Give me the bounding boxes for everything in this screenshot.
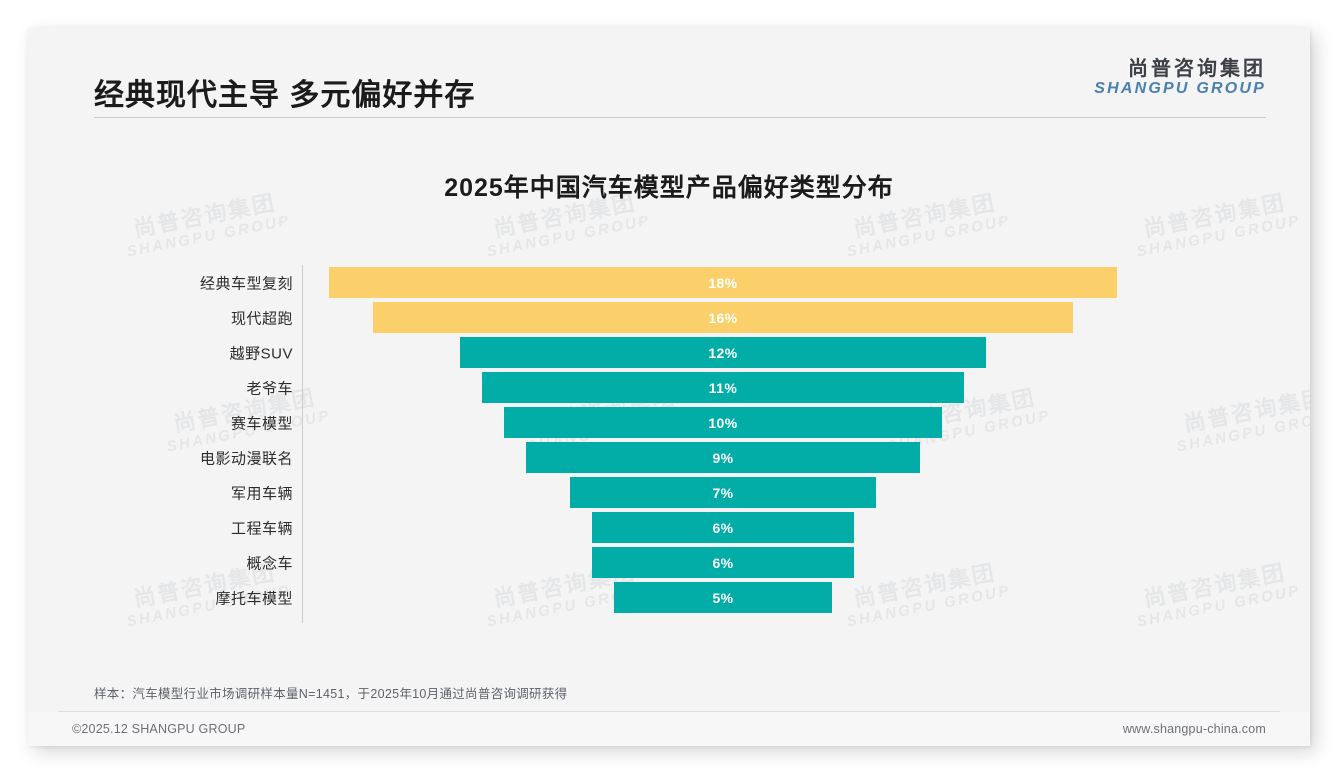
chart-rows: 经典车型复刻 18% 现代超跑 16% 越野SUV 12% 老爷车 11% 赛车模型 10% 电影动… — [28, 265, 1310, 615]
logo-english-text: SHANGPU GROUP — [1094, 80, 1266, 98]
chart-bar[interactable]: 10% — [504, 407, 942, 438]
bar-track: 5% — [302, 580, 1310, 615]
footer-copyright: ©2025.12 SHANGPU GROUP — [72, 722, 246, 736]
bar-track: 16% — [302, 300, 1310, 335]
category-label: 老爷车 — [246, 380, 293, 397]
bar-value-label: 11% — [708, 379, 738, 396]
chart-row: 工程车辆 6% — [28, 510, 1310, 545]
category-label: 工程车辆 — [230, 520, 293, 537]
bar-value-label: 12% — [708, 344, 738, 361]
sample-footnote: 样本：汽车模型行业市场调研样本量N=1451，于2025年10月通过尚普咨询调研… — [94, 687, 568, 701]
bar-track: 10% — [302, 405, 1310, 440]
chart-bar[interactable]: 6% — [591, 512, 855, 543]
category-label: 赛车模型 — [230, 415, 293, 432]
bar-track: 6% — [302, 545, 1310, 580]
chart-row: 经典车型复刻 18% — [28, 265, 1310, 300]
category-label: 电影动漫联名 — [199, 450, 293, 467]
chart-bar[interactable]: 11% — [482, 372, 964, 403]
chart-bar[interactable]: 12% — [460, 337, 986, 368]
footer-divider — [58, 711, 1280, 712]
footer-website[interactable]: www.shangpu-china.com — [1122, 722, 1266, 736]
category-label: 军用车辆 — [230, 485, 293, 502]
bar-track: 18% — [302, 265, 1310, 300]
bar-value-label: 6% — [712, 554, 734, 571]
logo-chinese-text: 尚普咨询集团 — [1128, 58, 1266, 80]
bar-track: 6% — [302, 510, 1310, 545]
chart-row: 现代超跑 16% — [28, 300, 1310, 335]
bar-track: 11% — [302, 370, 1310, 405]
company-logo: 尚普咨询集团 SHANGPU GROUP — [1094, 58, 1266, 98]
category-label: 经典车型复刻 — [199, 275, 293, 292]
bar-value-label: 9% — [712, 449, 734, 466]
bar-track: 7% — [302, 475, 1310, 510]
bar-value-label: 5% — [712, 589, 734, 606]
category-label: 现代超跑 — [230, 310, 293, 327]
title-divider — [94, 117, 1266, 118]
bar-track: 12% — [302, 335, 1310, 370]
page-title: 经典现代主导 多元偏好并存 — [94, 79, 476, 112]
category-label: 越野SUV — [229, 345, 293, 362]
chart-bar[interactable]: 7% — [569, 477, 877, 508]
chart-row: 摩托车模型 5% — [28, 580, 1310, 615]
funnel-bar-chart: 经典车型复刻 18% 现代超跑 16% 越野SUV 12% 老爷车 11% 赛车模型 10% 电影动… — [28, 265, 1310, 625]
slide-card: 尚普咨询集团 SHANGPU GROUP 尚普咨询集团 SHANGPU GROUP 尚普… — [28, 28, 1310, 746]
chart-bar[interactable]: 9% — [526, 442, 920, 473]
bar-track: 9% — [302, 440, 1310, 475]
chart-row: 军用车辆 7% — [28, 475, 1310, 510]
chart-row: 越野SUV 12% — [28, 335, 1310, 370]
slide-header: 经典现代主导 多元偏好并存 尚普咨询集团 SHANGPU GROUP — [28, 28, 1310, 128]
slide-footer: ©2025.12 SHANGPU GROUP www.shangpu-china… — [28, 712, 1310, 746]
bar-value-label: 6% — [712, 519, 734, 536]
chart-row: 电影动漫联名 9% — [28, 440, 1310, 475]
chart-bar[interactable]: 6% — [591, 547, 855, 578]
category-label: 摩托车模型 — [215, 590, 293, 607]
chart-row: 概念车 6% — [28, 545, 1310, 580]
chart-row: 赛车模型 10% — [28, 405, 1310, 440]
bar-value-label: 10% — [708, 414, 738, 431]
bar-value-label: 18% — [708, 274, 738, 291]
category-label: 概念车 — [246, 555, 293, 572]
chart-bar[interactable]: 5% — [613, 582, 833, 613]
bar-value-label: 7% — [712, 484, 734, 501]
chart-row: 老爷车 11% — [28, 370, 1310, 405]
bar-value-label: 16% — [708, 309, 738, 326]
chart-title: 2025年中国汽车模型产品偏好类型分布 — [444, 174, 894, 202]
chart-axis-line — [302, 265, 303, 623]
chart-bar[interactable]: 16% — [372, 302, 1074, 333]
chart-bar[interactable]: 18% — [329, 267, 1117, 298]
